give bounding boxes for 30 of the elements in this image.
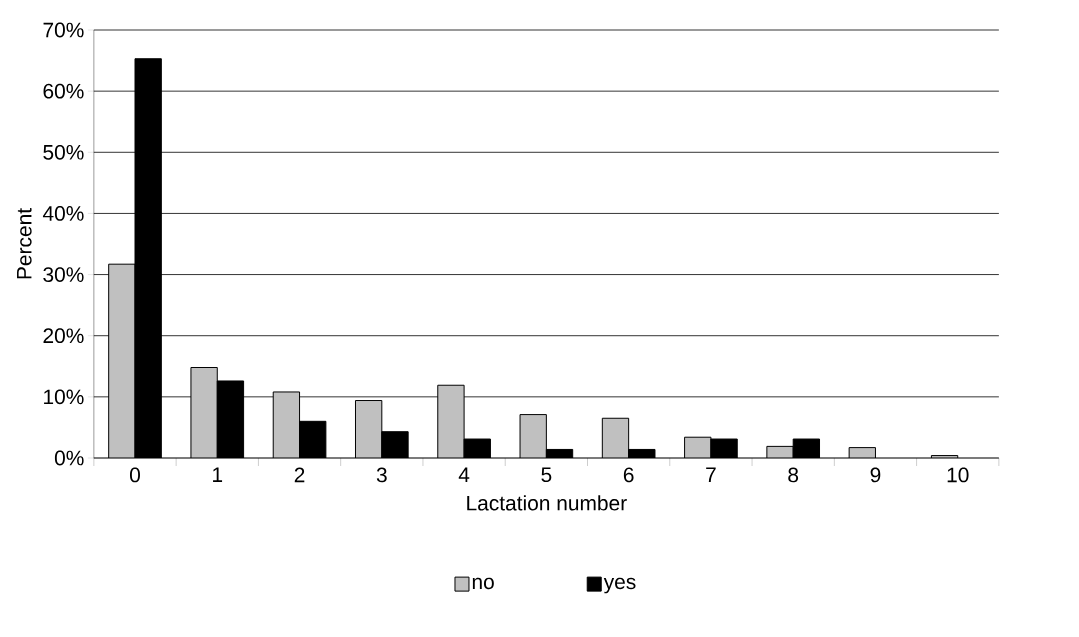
x-tick-label: 2 bbox=[294, 467, 305, 483]
legend-label: yes bbox=[603, 577, 636, 594]
y-tick-label: 50% bbox=[43, 144, 84, 160]
y-tick-label: 30% bbox=[43, 267, 84, 282]
x-tick-label: 10 bbox=[947, 467, 969, 483]
x-tick-label: 6 bbox=[623, 467, 634, 483]
x-tick-label: 0 bbox=[129, 467, 140, 483]
x-tick-label: 3 bbox=[376, 467, 387, 483]
bar bbox=[437, 384, 465, 458]
x-tick-label: 8 bbox=[788, 467, 799, 483]
bar bbox=[108, 263, 136, 458]
y-axis-title: Percent bbox=[17, 208, 32, 279]
y-tick-label: 0% bbox=[54, 450, 84, 466]
y-tick-label: 70% bbox=[43, 22, 84, 38]
bar bbox=[601, 417, 630, 458]
y-tick-label: 60% bbox=[43, 83, 84, 99]
x-tick-label: 1 bbox=[213, 467, 223, 482]
y-tick-label: 20% bbox=[43, 328, 84, 344]
x-tick-label: 9 bbox=[870, 467, 881, 483]
x-axis-title: Lactation number bbox=[467, 495, 627, 511]
bar bbox=[272, 391, 301, 458]
x-tick-label: 4 bbox=[458, 467, 470, 482]
bar bbox=[354, 400, 383, 458]
legend-label: no bbox=[472, 577, 494, 590]
y-tick-label: 40% bbox=[42, 206, 84, 221]
x-tick-label: 7 bbox=[706, 467, 716, 482]
bar bbox=[190, 367, 218, 458]
x-tick-label: 5 bbox=[541, 467, 552, 483]
y-tick-label: 10% bbox=[44, 389, 84, 405]
bar bbox=[519, 414, 547, 458]
